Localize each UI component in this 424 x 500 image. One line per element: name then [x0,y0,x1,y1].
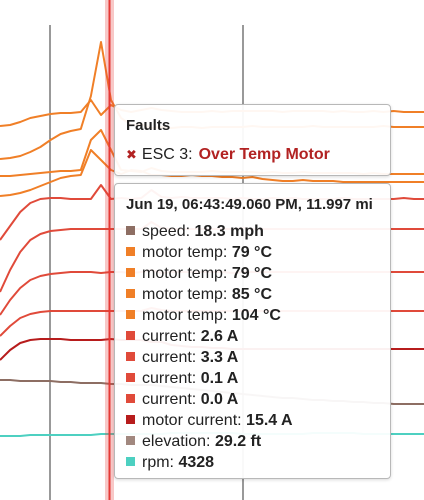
tooltip-item-value: 15.4 A [246,412,293,429]
series-swatch [126,247,135,256]
tooltip-item-label: speed: [142,223,191,240]
faults-title: Faults [126,117,171,134]
data-tooltip: Jun 19, 06:43:49.060 PM, 11.997 mi speed… [114,183,391,479]
series-swatch [126,457,135,466]
tooltip-item: motor temp: 79 °C [126,263,293,284]
tooltip-item: current: 2.6 A [126,326,293,347]
tooltip-item-value: 18.3 mph [194,223,264,240]
tooltip-item-label: current: [142,328,197,345]
tooltip-item: speed: 18.3 mph [126,221,293,242]
series-swatch [126,373,135,382]
tooltip-item-value: 4328 [178,454,215,471]
series-swatch [126,394,135,403]
tooltip-item: motor temp: 104 °C [126,305,293,326]
tooltip-item-label: current: [142,349,197,366]
close-icon: ✖ [126,147,137,162]
tooltip-item: elevation: 29.2 ft [126,431,293,452]
tooltip-item-label: motor temp: [142,307,228,324]
tooltip-item-value: 0.1 A [200,370,239,387]
series-swatch [126,436,135,445]
tooltip-timestamp: Jun 19, 06:43:49.060 PM, 11.997 mi [126,196,373,213]
tooltip-item-label: rpm: [142,454,174,471]
tooltip-item-label: motor temp: [142,244,228,261]
tooltip-item-label: motor temp: [142,286,228,303]
series-swatch [126,289,135,298]
tooltip-item-label: current: [142,370,197,387]
tooltip-item: current: 3.3 A [126,347,293,368]
tooltip-item-label: motor temp: [142,265,228,282]
fault-source: ESC 3: [141,146,193,163]
tooltip-item-value: 0.0 A [200,391,239,408]
time-cursor [105,0,114,500]
tooltip-item: motor temp: 79 °C [126,242,293,263]
tooltip-item-label: current: [142,391,197,408]
tooltip-item-value: 2.6 A [200,328,239,345]
tooltip-item: current: 0.1 A [126,368,293,389]
tooltip-item: motor current: 15.4 A [126,410,293,431]
tooltip-item-value: 3.3 A [200,349,239,366]
tooltip-item-label: motor current: [142,412,242,429]
tooltip-item-value: 79 °C [231,265,273,282]
series-swatch [126,310,135,319]
fault-message: Over Temp Motor [198,146,330,163]
series-line [0,149,424,197]
tooltip-item: rpm: 4328 [126,452,293,473]
series-swatch [126,415,135,424]
tooltip-item-value: 85 °C [231,286,273,303]
tooltip-item: current: 0.0 A [126,389,293,410]
series-swatch [126,226,135,235]
tooltip-item-value: 104 °C [231,307,281,324]
faults-tooltip: Faults ✖ ESC 3: Over Temp Motor [114,104,391,176]
tooltip-item-value: 79 °C [231,244,273,261]
tooltip-item: motor temp: 85 °C [126,284,293,305]
tooltip-series-list: speed: 18.3 mph motor temp: 79 °C motor te… [126,221,293,473]
series-swatch [126,352,135,361]
tooltip-item-value: 29.2 ft [214,433,262,450]
tooltip-item-label: elevation: [142,433,211,450]
series-swatch [126,331,135,340]
series-swatch [126,268,135,277]
fault-row: ✖ ESC 3: Over Temp Motor [126,146,330,164]
